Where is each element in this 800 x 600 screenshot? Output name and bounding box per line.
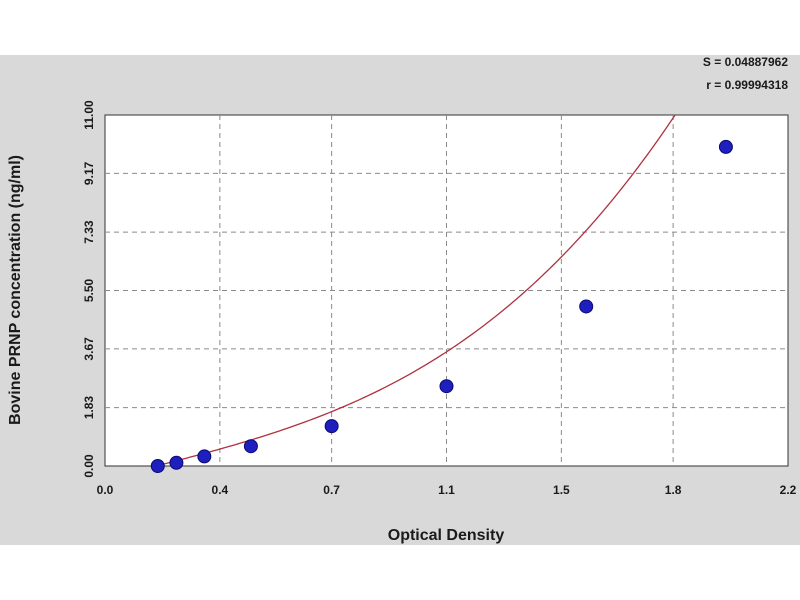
x-tick-label: 1.1 <box>438 483 455 497</box>
fit-curve-layer <box>136 115 676 466</box>
y-tick-label: 3.67 <box>82 337 96 361</box>
grid-lines <box>105 115 788 466</box>
data-points <box>150 139 733 473</box>
y-tick-label: 9.17 <box>82 161 96 185</box>
stat-s: S = 0.04887962 <box>703 55 788 69</box>
data-point <box>197 449 212 464</box>
x-axis-ticks: 0.0 0.4 0.7 1.1 1.5 1.8 2.2 <box>97 483 797 497</box>
y-tick-label: 0.00 <box>82 454 96 478</box>
x-tick-label: 0.4 <box>212 483 229 497</box>
x-tick-label: 0.7 <box>323 483 340 497</box>
y-tick-label: 7.33 <box>82 220 96 244</box>
y-tick-label: 1.83 <box>82 396 96 420</box>
data-point <box>243 439 258 454</box>
x-tick-label: 1.5 <box>553 483 570 497</box>
data-point <box>150 459 165 473</box>
y-axis-ticks: 0.00 1.83 3.67 5.50 7.33 9.17 11.00 <box>82 100 96 478</box>
y-tick-label: 5.50 <box>82 278 96 302</box>
data-point <box>324 419 339 434</box>
data-point <box>579 299 594 314</box>
data-point <box>169 455 184 470</box>
y-axis-title: Bovine PRNP concentration (ng/ml) <box>7 155 24 425</box>
y-tick-label: 11.00 <box>82 100 96 130</box>
data-point <box>718 139 733 154</box>
fit-curve <box>136 115 676 466</box>
x-tick-label: 2.2 <box>780 483 797 497</box>
data-point <box>439 379 454 394</box>
x-tick-label: 1.8 <box>665 483 682 497</box>
x-axis-title: Optical Density <box>388 527 505 544</box>
x-tick-label: 0.0 <box>97 483 114 497</box>
stat-r: r = 0.99994318 <box>706 78 788 92</box>
